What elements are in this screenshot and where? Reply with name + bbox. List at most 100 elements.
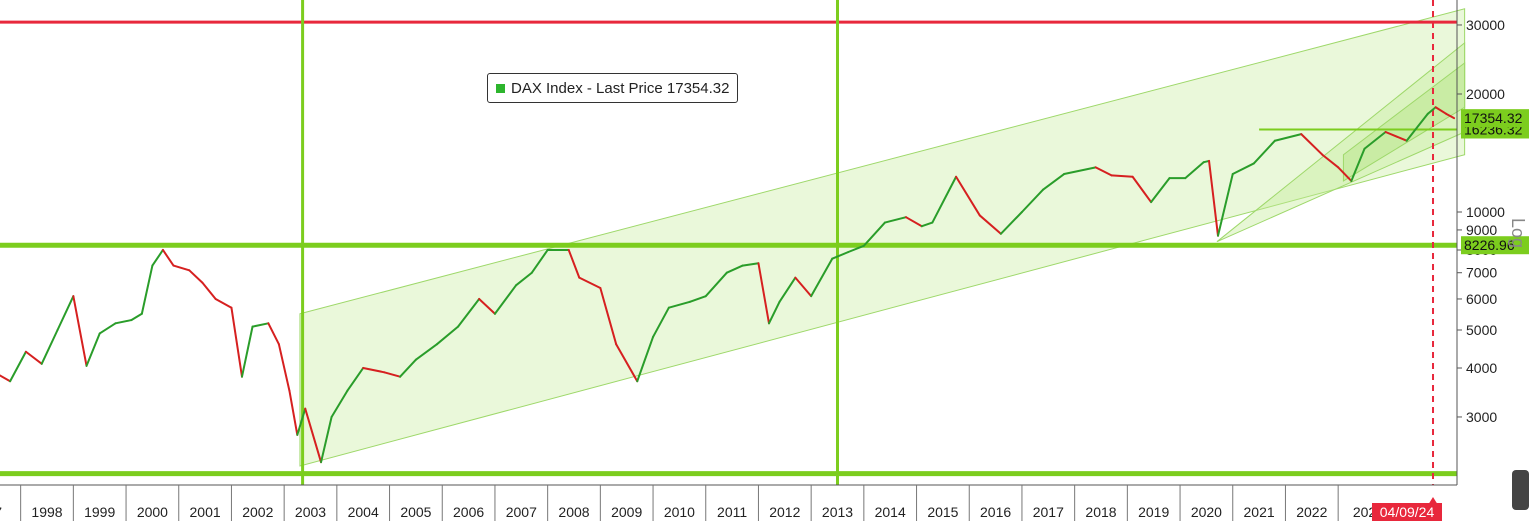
y-tick-label: 3000 <box>1466 409 1497 425</box>
price-segment <box>741 262 760 267</box>
price-segment <box>240 325 254 378</box>
price-segment <box>251 322 270 328</box>
date-flag-label: 04/09/24 <box>1380 504 1435 520</box>
price-segment <box>1063 166 1097 176</box>
x-tick-label: 2008 <box>558 504 589 520</box>
price-segment <box>599 286 618 346</box>
price-segment <box>414 343 438 361</box>
price-series <box>0 106 1456 464</box>
price-segment <box>346 366 365 392</box>
flag-17354-32-label: 17354.32 <box>1464 110 1523 126</box>
x-tick-label: 1998 <box>31 504 62 520</box>
price-segment <box>1337 166 1353 182</box>
y-tick-label: 20000 <box>1466 86 1505 102</box>
vertical-markers <box>301 0 1435 485</box>
y-axis-ticks: 3000400050006000700080009000100002000030… <box>1457 17 1505 425</box>
price-segment <box>330 389 349 418</box>
y-tick-label: 30000 <box>1466 17 1505 33</box>
x-tick-label: 2015 <box>927 504 958 520</box>
price-segment <box>399 358 417 378</box>
price-segment <box>56 295 75 331</box>
x-tick-label: 2020 <box>1191 504 1222 520</box>
price-segment <box>161 248 175 267</box>
price-segment <box>883 216 908 224</box>
price-segment <box>567 248 581 279</box>
price-segment <box>9 350 27 383</box>
price-segment <box>1405 112 1429 142</box>
price-segment <box>1363 130 1387 150</box>
x-tick-label: 2018 <box>1085 504 1116 520</box>
price-segment <box>98 322 117 335</box>
x-tick-label: 2009 <box>611 504 642 520</box>
price-segment <box>140 264 154 315</box>
price-segment <box>230 306 243 378</box>
y-tick-label: 6000 <box>1466 291 1497 307</box>
price-segment <box>457 297 481 328</box>
x-tick-label: 2006 <box>453 504 484 520</box>
price-segment <box>24 350 43 365</box>
y-tick-label: 5000 <box>1466 322 1497 338</box>
x-tick-label: 2016 <box>980 504 1011 520</box>
price-segment <box>578 276 602 289</box>
price-segment <box>267 322 280 346</box>
price-segment <box>288 389 299 436</box>
price-segment <box>1300 133 1324 156</box>
price-segment <box>1321 153 1340 169</box>
y-tick-label: 9000 <box>1466 222 1497 238</box>
price-segment <box>130 312 143 322</box>
x-tick-label: 2011 <box>717 504 747 520</box>
price-segment <box>1110 174 1134 178</box>
price-segment <box>151 248 164 267</box>
price-segment <box>1384 130 1408 142</box>
price-segment <box>383 371 402 378</box>
price-segment <box>277 343 291 392</box>
x-axis-ticks: 97 1998 1999 2000 2001 2002 2003 2004 2005 2006 20… <box>0 485 1376 521</box>
axes <box>0 0 1458 486</box>
price-segment <box>296 407 307 436</box>
price-segment <box>493 284 518 315</box>
x-tick-label: 202 <box>1353 504 1377 520</box>
price-segment <box>1150 177 1171 204</box>
price-segment <box>862 221 886 247</box>
price-segment <box>362 366 386 374</box>
price-segment <box>188 269 204 284</box>
x-tick-label: 2017 <box>1033 504 1064 520</box>
x-tick-label: 2004 <box>348 504 379 520</box>
price-segment <box>831 251 850 260</box>
x-tick-label: 2012 <box>769 504 800 520</box>
flag-17354-32-bg <box>1461 109 1529 128</box>
legend-label: DAX Index - Last Price 17354.32 <box>511 79 730 97</box>
price-segment <box>667 300 691 309</box>
x-tick-label: 97 <box>0 504 2 520</box>
x-tick-label: 2014 <box>875 504 906 520</box>
price-segment <box>905 216 923 228</box>
x-tick-label: 2010 <box>664 504 695 520</box>
price-segment <box>515 271 533 287</box>
price-segment <box>847 244 865 254</box>
price-segment <box>172 264 191 272</box>
price-segment <box>636 335 655 383</box>
scroll-handle[interactable] <box>1512 470 1529 510</box>
x-tick-label: 2007 <box>506 504 537 520</box>
price-segment <box>704 271 728 298</box>
price-segment <box>85 332 101 367</box>
long-channel <box>299 8 1466 467</box>
price-segment <box>320 415 333 464</box>
price-segment <box>955 175 981 217</box>
price-segment <box>214 297 233 309</box>
price-segment <box>688 295 707 303</box>
price-segment <box>725 264 744 274</box>
price-segment <box>478 297 496 315</box>
price-segment <box>757 262 770 325</box>
price-segment <box>652 306 670 338</box>
price-segment <box>1208 159 1219 237</box>
x-tick-label: 2002 <box>242 504 273 520</box>
price-segment <box>304 407 323 464</box>
price-segment <box>931 175 958 224</box>
price-segment <box>1231 162 1255 176</box>
price-segment <box>1445 112 1456 120</box>
x-tick-label: 2013 <box>822 504 853 520</box>
price-segment <box>114 319 133 325</box>
